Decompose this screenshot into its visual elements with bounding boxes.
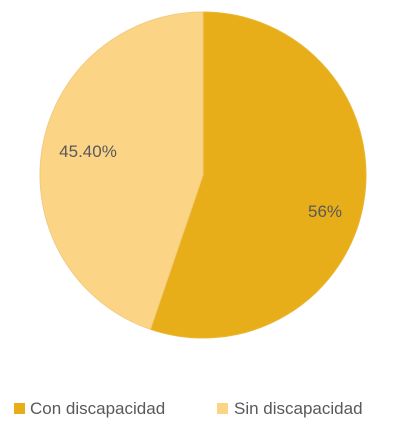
pie-slice-sin-discapacidad <box>39 11 204 330</box>
legend: Con discapacidad Sin discapacidad <box>14 399 363 418</box>
pie-slices <box>39 11 367 339</box>
legend-swatch-con-discapacidad <box>14 403 25 414</box>
legend-label-con-discapacidad: Con discapacidad <box>30 399 165 418</box>
legend-swatch-sin-discapacidad <box>217 403 228 414</box>
legend-label-sin-discapacidad: Sin discapacidad <box>234 399 363 418</box>
pie-slice-con-discapacidad <box>149 11 367 339</box>
data-label-sin-discapacidad: 45.40% <box>59 142 117 161</box>
data-label-con-discapacidad: 56% <box>308 202 342 221</box>
